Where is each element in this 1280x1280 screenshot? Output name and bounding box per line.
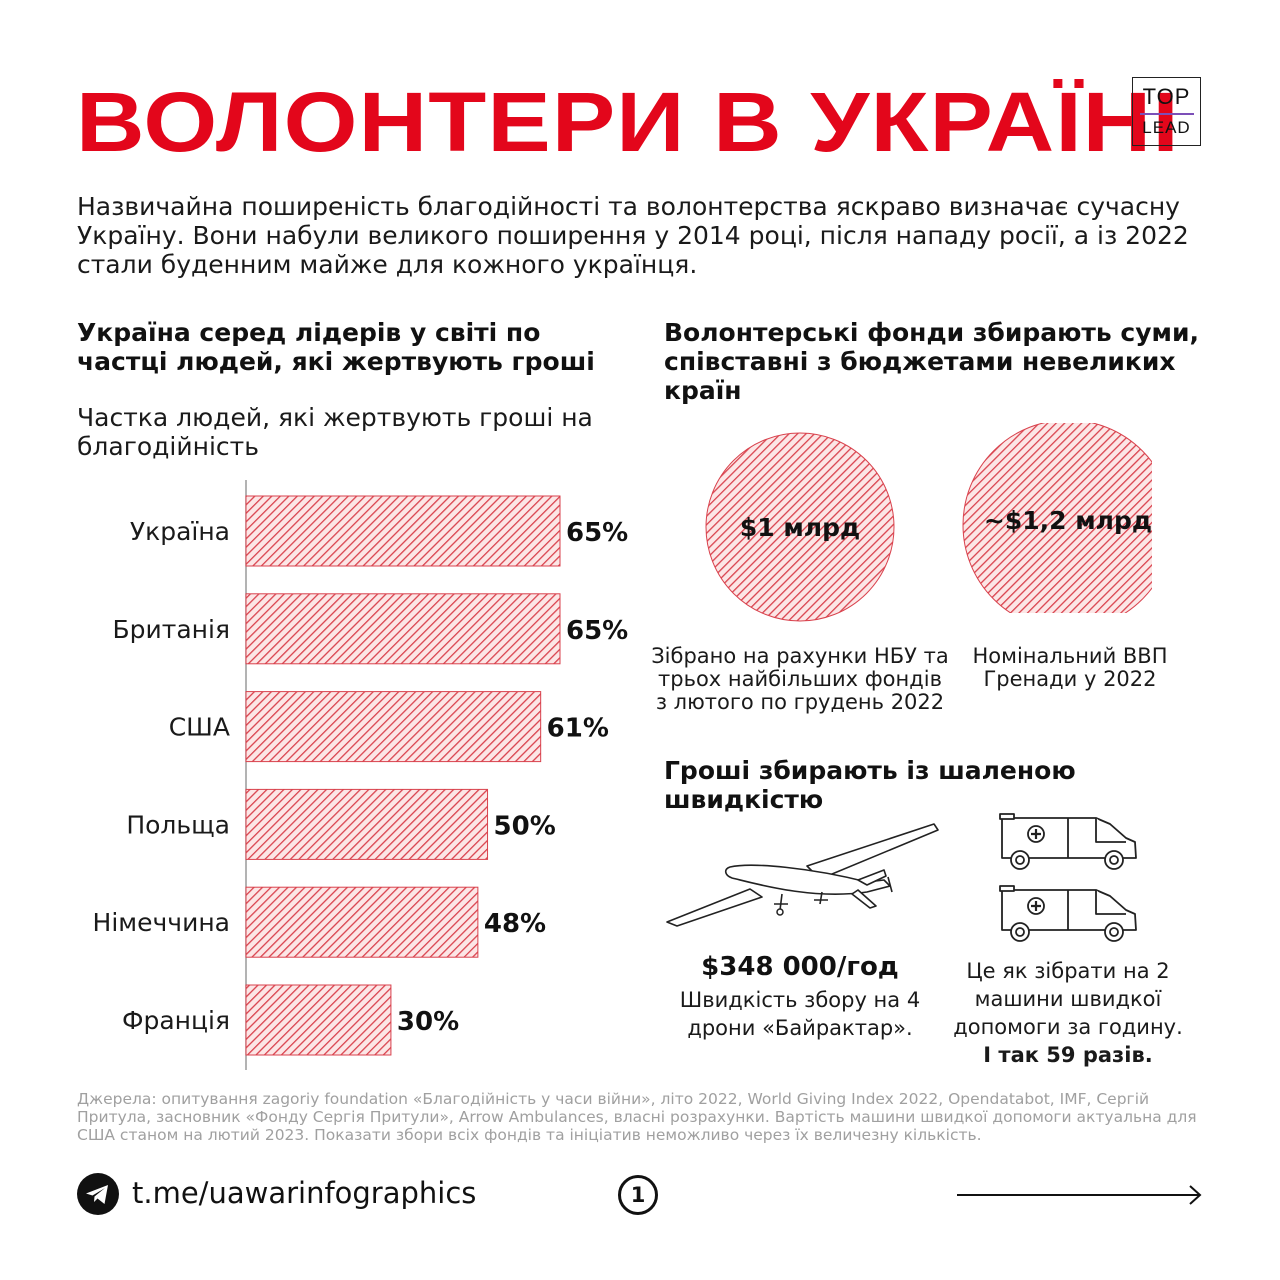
bar bbox=[245, 788, 489, 860]
page-number-badge: 1 bbox=[618, 1175, 658, 1215]
drone-speed-value: $348 000/год bbox=[701, 952, 899, 982]
donors-bar-chart: Україна 65% Британія 65% США 61% Польща 50% Німе… bbox=[93, 480, 628, 1070]
telegram-link[interactable]: t.me/uawarinfographics bbox=[132, 1176, 477, 1210]
circle-value: ~$1,2 млрд bbox=[983, 505, 1153, 535]
sources-note: Джерела: опитування zagoriy foundation «… bbox=[77, 1090, 1197, 1144]
page-title: ВОЛОНТЕРИ В УКРАЇНІ bbox=[76, 75, 1180, 169]
circle-caption: Номінальний ВВП Гренади у 2022 bbox=[972, 644, 1168, 691]
funds-heading: Волонтерські фонди збирають суми, співст… bbox=[664, 318, 1199, 405]
ambulance-icon bbox=[999, 813, 1137, 870]
category-label: Німеччина bbox=[93, 908, 230, 937]
logo-divider bbox=[1139, 113, 1194, 115]
bar bbox=[245, 984, 392, 1056]
hatched-circle bbox=[962, 423, 1152, 613]
intro-paragraph: Назвичайна поширеність благодійності та … bbox=[77, 192, 1189, 279]
bar bbox=[245, 495, 561, 567]
drone-icon bbox=[666, 823, 939, 927]
value-label: 50% bbox=[494, 811, 556, 841]
bar bbox=[245, 593, 561, 665]
value-label: 61% bbox=[547, 714, 609, 744]
telegram-icon[interactable] bbox=[77, 1173, 119, 1215]
ukraine-funds-circle: $1 млрд bbox=[705, 432, 895, 622]
circle-value: $1 млрд bbox=[739, 512, 861, 542]
category-label: Франція bbox=[122, 1006, 230, 1035]
circle-caption: Зібрано на рахунки НБУ та трьох найбільш… bbox=[651, 644, 949, 714]
value-label: 65% bbox=[566, 518, 628, 548]
ambulance-text: Це як зібрати на 2 машини швидкої допомо… bbox=[953, 959, 1183, 1039]
logo-bottom-text: LEAD bbox=[1142, 118, 1191, 137]
ambulance-description: Це як зібрати на 2 машини швидкої допомо… bbox=[940, 957, 1196, 1069]
logo-top-text: TOP bbox=[1142, 84, 1191, 109]
chart-title: Частка людей, які жертвують гроші на бла… bbox=[77, 403, 593, 461]
grenada-gdp-circle: ~$1,2 млрд bbox=[962, 423, 1152, 613]
speed-heading: Гроші збирають із шаленою швидкістю bbox=[664, 756, 1076, 814]
bar bbox=[245, 886, 479, 958]
value-label: 65% bbox=[566, 616, 628, 646]
bar bbox=[245, 691, 542, 763]
ambulance-emphasis: І так 59 разів. bbox=[983, 1043, 1153, 1067]
category-label: США bbox=[169, 713, 230, 742]
value-label: 48% bbox=[484, 909, 546, 939]
hatched-circle bbox=[705, 432, 895, 622]
value-label: 30% bbox=[397, 1007, 459, 1037]
drone-speed-description: Швидкість збору на 4 дрони «Байрактар». bbox=[679, 988, 921, 1040]
category-label: Британія bbox=[113, 615, 230, 644]
donors-heading: Україна серед лідерів у світі по частці … bbox=[77, 318, 595, 376]
top-lead-logo: TOP LEAD bbox=[1132, 77, 1201, 146]
category-label: Україна bbox=[130, 517, 230, 546]
ambulance-icon bbox=[999, 885, 1137, 942]
next-arrow-icon[interactable] bbox=[956, 1184, 1204, 1206]
category-label: Польща bbox=[126, 810, 230, 839]
